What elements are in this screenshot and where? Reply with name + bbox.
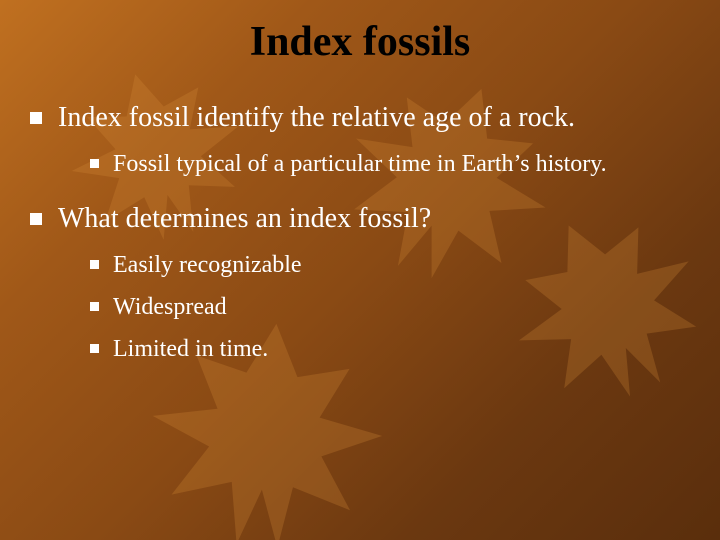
- bullet-text: Widespread: [113, 292, 227, 322]
- slide-title: Index fossils: [0, 18, 720, 66]
- bullet-text: Fossil typical of a particular time in E…: [113, 149, 607, 179]
- square-bullet-icon: [30, 112, 42, 124]
- bullet-level2: Limited in time.: [90, 334, 690, 364]
- square-bullet-icon: [90, 302, 99, 311]
- bullet-level1: What determines an index fossil?: [30, 201, 690, 236]
- square-bullet-icon: [90, 260, 99, 269]
- bullet-text: Index fossil identify the relative age o…: [58, 100, 575, 135]
- bullet-text: What determines an index fossil?: [58, 201, 431, 236]
- bullet-text: Easily recognizable: [113, 250, 302, 280]
- square-bullet-icon: [30, 213, 42, 225]
- square-bullet-icon: [90, 159, 99, 168]
- bullet-level2: Widespread: [90, 292, 690, 322]
- bullet-level1: Index fossil identify the relative age o…: [30, 100, 690, 135]
- slide-body: Index fossil identify the relative age o…: [30, 100, 690, 376]
- bullet-level2: Easily recognizable: [90, 250, 690, 280]
- square-bullet-icon: [90, 344, 99, 353]
- slide: Index fossils Index fossil identify the …: [0, 0, 720, 540]
- bullet-text: Limited in time.: [113, 334, 268, 364]
- bullet-level2: Fossil typical of a particular time in E…: [90, 149, 690, 179]
